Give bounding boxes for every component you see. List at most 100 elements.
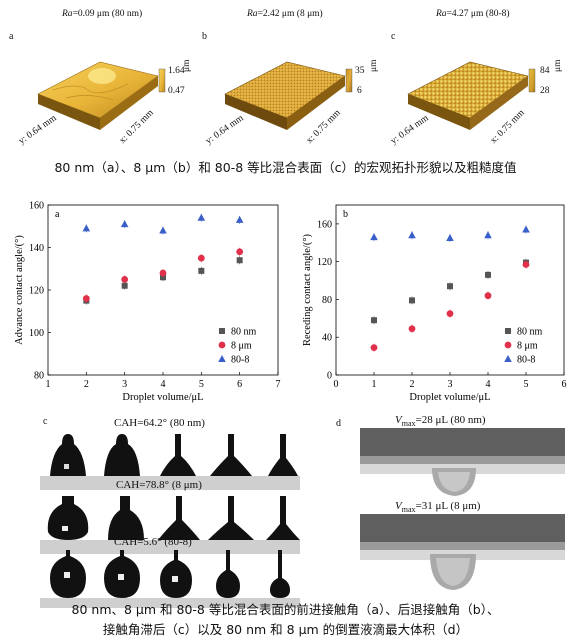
x-tick-label: 3	[448, 379, 453, 390]
data-point-triangle	[484, 231, 492, 239]
data-point-square	[160, 274, 166, 281]
droplet-row-8um	[40, 496, 300, 554]
data-point-square	[371, 317, 377, 324]
data-point-square	[485, 271, 491, 278]
data-point-triangle	[522, 225, 530, 233]
data-point-circle	[236, 248, 244, 256]
legend-label: 8 μm	[231, 341, 252, 352]
legend-label: 80 nm	[231, 327, 257, 338]
y-tick-label: 160	[29, 201, 44, 212]
y-tick-label: 100	[29, 328, 44, 339]
x-tick-label: 1	[46, 379, 51, 390]
y-tick-label: 120	[317, 257, 332, 268]
roughness-label-a: Ra=0.09 μm (80 nm)	[62, 9, 143, 19]
x-axis-title: Droplet volume/μL	[122, 392, 203, 403]
data-point-square	[447, 283, 453, 290]
data-point-circle	[522, 261, 530, 268]
data-point-circle	[197, 254, 205, 262]
legend-label: 80-8	[231, 355, 249, 366]
figure-caption-bottom-line2: 接触角滞后（c）以及 80 nm 和 8 μm 的倒置液滴最大体积（d）	[102, 622, 469, 637]
z-min-a: 0.47	[168, 86, 185, 96]
data-point-square	[505, 328, 511, 334]
topography-figure: Ra=0.09 μm (80 nm) a 1.64 0.47 μm y: 0.6…	[0, 0, 571, 180]
data-point-circle	[504, 341, 512, 349]
y-tick-label: 80	[322, 295, 332, 306]
data-point-triangle	[159, 226, 167, 234]
surface-3d-plot-c	[407, 61, 536, 130]
data-point-circle	[370, 344, 378, 352]
data-point-circle	[159, 269, 167, 277]
figure-caption-bottom-line1: 80 nm、8 μm 和 80-8 等比混合表面的前进接触角（a）、后退接触角（…	[71, 602, 500, 617]
droplet-figure: c CAH=64.2° (80 nm) CAH=78.8° (8 μm) CAH…	[0, 412, 571, 642]
panel-label-d: d	[336, 418, 341, 429]
x-tick-label: 6	[237, 379, 242, 390]
cah-label-row3: CAH=5.6° (80-8)	[114, 536, 192, 548]
data-point-square	[198, 267, 205, 274]
x-tick-label: 5	[199, 379, 204, 390]
data-point-square	[121, 282, 128, 289]
legend-label: 80-8	[517, 355, 535, 366]
y-tick-label: 40	[322, 333, 332, 344]
y-axis-title: Receding contact angle/(°)	[302, 233, 313, 346]
data-point-circle	[484, 292, 492, 300]
roughness-label-c: Ra=4.27 μm (80-8)	[436, 9, 510, 19]
z-min-c: 28	[540, 86, 550, 96]
x-tick-label: 5	[524, 379, 529, 390]
y-tick-label: 140	[29, 243, 44, 254]
data-point-triangle	[370, 233, 378, 241]
data-point-square	[236, 257, 243, 264]
panel-label: b	[343, 209, 348, 220]
data-point-triangle	[197, 213, 206, 221]
z-unit-b: μm	[369, 59, 379, 72]
droplet-row-80nm	[40, 434, 300, 490]
data-point-circle	[121, 275, 129, 283]
cah-label-row2: CAH=78.8° (8 μm)	[116, 479, 202, 491]
figure-caption-top: 80 nm（a）、8 μm（b）和 80-8 等比混合表面（c）的宏观拓扑形貌以…	[54, 160, 517, 175]
z-unit-c: μm	[553, 59, 563, 72]
z-max-a: 1.64	[168, 66, 185, 76]
z-min-b: 6	[357, 86, 362, 96]
data-point-triangle	[120, 220, 129, 228]
vmax-label-80nm: Vmax=28 μL (80 nm)	[395, 414, 486, 429]
panel-label-c-bottom: c	[43, 416, 48, 427]
x-tick-label: 0	[334, 379, 339, 390]
receding-contact-angle-chart: b 0 1 2 3 4 5 6 0 40 80 120 160 Droplet volume/μL Rece…	[302, 204, 567, 403]
y-tick-label: 0	[327, 371, 332, 382]
z-max-c: 84	[540, 66, 550, 76]
legend-label: 8 μm	[517, 341, 538, 352]
surface-3d-plot-a	[37, 61, 166, 130]
vmax-label-8um: Vmax=31 μL (8 μm)	[395, 500, 481, 515]
data-point-circle	[218, 341, 226, 349]
roughness-label-b: Ra=2.42 μm (8 μm)	[247, 9, 323, 19]
x-axis-title: Droplet volume/μL	[409, 392, 490, 403]
panel-label-b: b	[202, 31, 207, 42]
data-point-square	[409, 297, 415, 304]
data-point-triangle	[446, 234, 454, 242]
inverted-droplet-8um	[360, 514, 565, 590]
y-tick-label: 80	[34, 371, 44, 382]
z-unit-a: μm	[182, 59, 192, 72]
z-max-b: 35	[355, 66, 365, 76]
x-tick-label: 7	[276, 379, 281, 390]
data-point-triangle	[235, 215, 244, 223]
inverted-droplet-80nm	[360, 428, 565, 496]
x-tick-label: 2	[84, 379, 89, 390]
data-point-triangle	[82, 224, 91, 232]
panel-label-c: c	[391, 31, 396, 42]
advance-contact-angle-chart: a 1 2 3 4 5 6 7 80 100 120 140 160 Droplet volume/μL A…	[14, 201, 281, 404]
x-tick-label: 4	[486, 379, 491, 390]
y-tick-label: 120	[29, 286, 44, 297]
data-point-triangle	[504, 355, 512, 362]
x-tick-label: 1	[372, 379, 377, 390]
surface-3d-plot-b	[224, 61, 353, 130]
data-point-circle	[408, 325, 416, 333]
x-tick-label: 6	[562, 379, 567, 390]
data-point-circle	[82, 295, 90, 302]
cah-label-row1: CAH=64.2° (80 nm)	[114, 417, 205, 429]
x-tick-label: 3	[122, 379, 127, 390]
panel-label-a: a	[9, 31, 14, 42]
y-axis-title: Advance contact angle/(°)	[14, 235, 25, 345]
y-tick-label: 160	[317, 219, 332, 230]
droplet-row-80-8	[40, 550, 300, 608]
data-point-triangle	[218, 355, 226, 362]
